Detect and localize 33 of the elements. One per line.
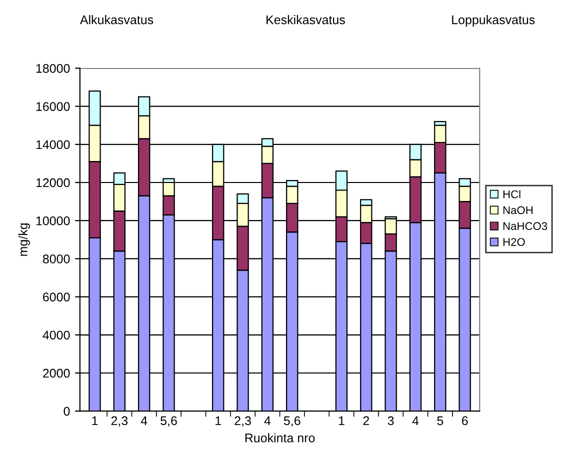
legend-label: NaHCO3 [503,222,548,230]
y-tick-label: 16000 [36,102,70,111]
x-tick-label: 6 [462,416,468,426]
x-axis-title: Ruokinta nro [245,433,315,442]
x-tick-label: 1 [92,416,98,426]
x-tick-label: 4 [412,416,419,426]
text: Keskikasvatus [266,15,345,24]
y-tick-label: 6000 [43,292,70,302]
legend-label: NaOH [503,206,532,214]
x-tick-label: 2,3 [111,416,128,427]
x-tick-label: 5,6 [284,416,300,427]
y-tick-label: 10000 [36,216,70,226]
legend-label: HCl [503,190,520,198]
x-tick-label: 2,3 [234,416,251,427]
y-tick-label: 18000 [36,64,70,73]
y-tick-label: 14000 [36,140,70,150]
x-tick-label: 5 [437,416,444,426]
x-tick-label: 3 [388,416,394,426]
x-tick-label: 1 [216,416,221,426]
y-axis-title: mg/kg [18,223,30,256]
x-tick-label: 4 [264,416,271,426]
x-tick-label: 2 [363,416,369,426]
x-tick-label: 5,6 [160,416,177,427]
legend-label: H2O [503,238,525,246]
y-tick-label: 0 [64,406,70,416]
x-tick-label: 4 [140,416,148,426]
text: Loppukasvatus [452,15,535,27]
y-tick-label: 12000 [36,178,70,188]
y-tick-label: 4000 [42,330,70,340]
y-tick-label: 8000 [42,254,70,264]
text: Alkukasvatus [80,15,154,24]
x-tick-label: 1 [338,416,344,426]
y-tick-label: 2000 [43,368,70,378]
